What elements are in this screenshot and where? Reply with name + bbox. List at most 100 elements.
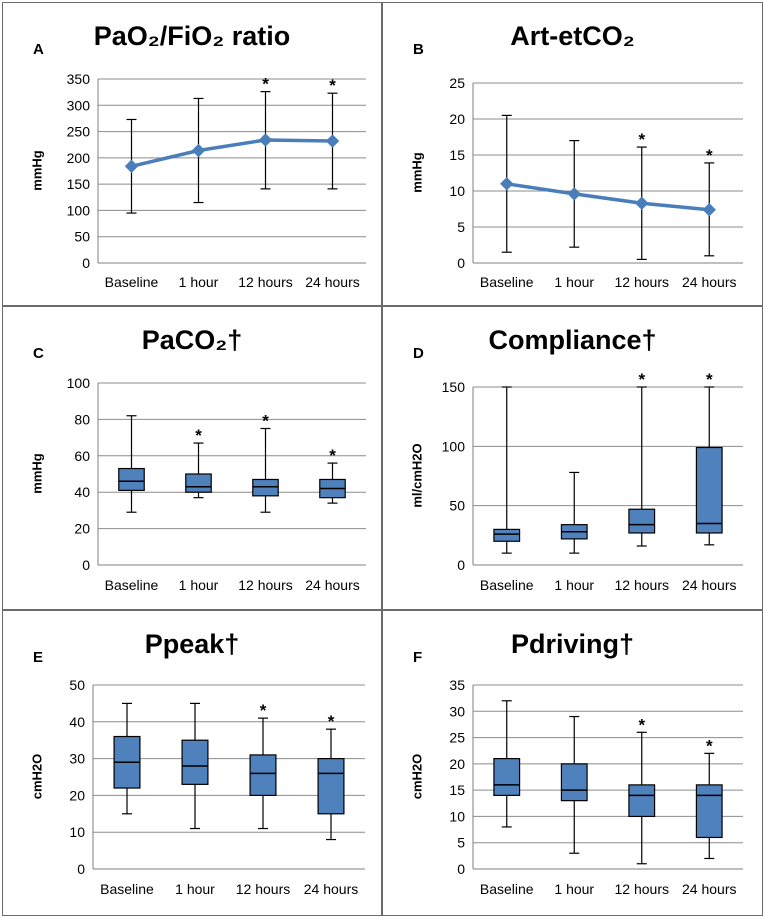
chart-svg: 0 10 20 30 40 50 Baseline 1 hour 12 hours 24 hour… [3,611,383,917]
y-tick-label: 100 [442,438,466,454]
y-tick-label: 0 [457,255,465,271]
panel-b: B Art-etCO₂ mmHg 0 5 10 15 20 25 Baseline 1 hou… [382,2,763,306]
x-tick-label: 1 hour [554,577,594,593]
y-tick-label: 20 [69,787,85,803]
x-tick-label: 24 hours [304,881,358,897]
y-tick-label: 30 [449,703,465,719]
y-tick-label: 350 [67,71,91,87]
y-tick-label: 35 [449,677,465,693]
significance-marker: * [195,426,202,445]
box [119,469,144,491]
y-tick-label: 10 [449,183,465,199]
significance-marker: * [262,75,269,94]
box [494,529,520,541]
y-tick-label: 40 [69,714,85,730]
y-tick-label: 100 [67,202,91,218]
y-tick-label: 60 [74,448,90,464]
x-tick-label: Baseline [105,577,159,593]
data-point [568,188,580,200]
y-tick-label: 50 [74,229,90,245]
x-tick-label: Baseline [105,274,159,290]
y-tick-label: 15 [449,147,465,163]
x-tick-label: 12 hours [238,274,292,290]
x-tick-label: 24 hours [305,577,359,593]
x-tick-label: 24 hours [305,274,359,290]
y-tick-label: 0 [457,557,465,573]
x-tick-label: 12 hours [615,274,669,290]
x-tick-label: 12 hours [615,881,669,897]
data-point [703,204,715,216]
data-point [126,160,138,172]
box [494,759,520,796]
x-tick-label: 24 hours [682,881,736,897]
y-tick-label: 150 [67,176,91,192]
chart-svg: 0 50 100 150 Baseline 1 hour 12 hours 24 hours *… [383,307,764,611]
y-tick-label: 200 [67,150,91,166]
y-tick-label: 15 [449,782,465,798]
x-tick-label: 1 hour [179,274,219,290]
panel-c: C PaCO₂† mmHg 0 20 40 60 80 100 Baseline 1 hour… [2,306,382,610]
chart-svg: 0 50 100 150 200 250 300 350 Baseline 1 hour 12 ho… [3,3,383,307]
y-tick-label: 150 [442,379,466,395]
significance-marker: * [706,146,713,165]
panel-d: D Compliance† ml/cmH2O 0 50 100 150 Baseline… [382,306,763,610]
x-tick-label: 1 hour [554,274,594,290]
box [629,509,655,533]
data-point [636,197,648,209]
significance-marker: * [706,370,713,389]
x-tick-label: 12 hours [236,881,290,897]
y-tick-label: 0 [82,255,90,271]
y-tick-label: 300 [67,97,91,113]
x-tick-label: 12 hours [238,577,292,593]
significance-marker: * [329,76,336,95]
y-tick-label: 50 [69,677,85,693]
x-tick-label: 24 hours [682,274,736,290]
data-point [193,144,205,156]
series-line [132,140,333,166]
data-point [260,134,272,146]
box [561,764,587,801]
y-tick-label: 80 [74,411,90,427]
box [182,740,208,784]
significance-marker: * [638,370,645,389]
y-tick-label: 250 [67,124,91,140]
x-tick-label: Baseline [480,577,534,593]
y-tick-label: 100 [67,375,91,391]
box [696,785,722,838]
significance-marker: * [638,130,645,149]
y-tick-label: 10 [69,824,85,840]
box [629,785,655,817]
data-point [327,135,339,147]
x-tick-label: Baseline [100,881,154,897]
x-tick-label: 24 hours [682,577,736,593]
series-line [507,184,710,210]
y-tick-label: 30 [69,751,85,767]
y-tick-label: 25 [449,75,465,91]
y-tick-label: 0 [457,861,465,877]
chart-svg: 0 20 40 60 80 100 Baseline 1 hour 12 hours 24 hou… [3,307,383,611]
box [696,448,722,533]
panel-f: F Pdriving† cmH2O 0 5 10 15 20 25 30 35 Baseline… [382,610,763,916]
y-tick-label: 20 [449,111,465,127]
significance-marker: * [262,412,269,431]
y-tick-label: 5 [457,219,465,235]
y-tick-label: 50 [449,498,465,514]
x-tick-label: 1 hour [179,577,219,593]
box [186,474,211,492]
panel-e: E Ppeak† cmH2O 0 10 20 30 40 50 Baseline 1 hour… [2,610,382,916]
y-tick-label: 5 [457,835,465,851]
significance-marker: * [260,701,267,720]
x-tick-label: Baseline [480,881,534,897]
x-tick-label: 1 hour [175,881,215,897]
significance-marker: * [706,736,713,755]
significance-marker: * [328,712,335,731]
x-tick-label: 1 hour [554,881,594,897]
y-tick-label: 40 [74,484,90,500]
y-tick-label: 20 [74,521,90,537]
box [253,479,278,495]
chart-svg: 0 5 10 15 20 25 30 35 Baseline 1 hour 12 hours 24 h… [383,611,764,917]
y-tick-label: 20 [449,756,465,772]
box [318,759,344,814]
x-tick-label: Baseline [480,274,534,290]
significance-marker: * [638,715,645,734]
